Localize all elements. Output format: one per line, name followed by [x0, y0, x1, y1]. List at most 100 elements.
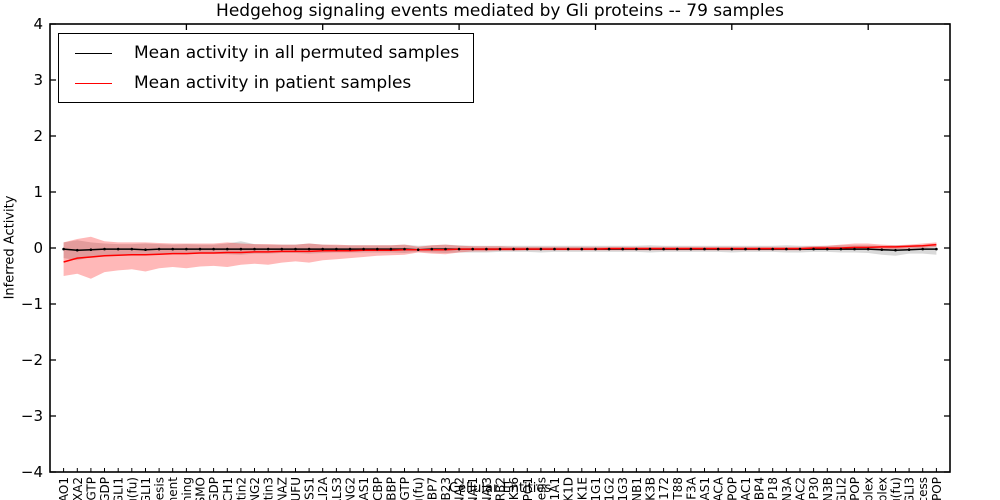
data-point-marker — [921, 247, 924, 251]
x-tick-label: SPOP — [725, 477, 739, 500]
x-tick-label: LGALS3 — [330, 477, 344, 500]
x-tick-label: SIN3/HDAC complex — [875, 477, 889, 500]
data-point-marker — [376, 247, 379, 251]
data-point-marker — [185, 247, 188, 251]
data-point-marker — [239, 247, 243, 251]
data-point-marker — [935, 247, 938, 251]
data-point-marker — [362, 247, 365, 251]
data-point-marker — [648, 247, 652, 251]
x-tick-label: GLI2 — [834, 477, 848, 500]
data-point-marker — [266, 247, 270, 251]
x-tick-label: MIM/GLI2A — [316, 476, 330, 500]
data-point-marker — [416, 248, 420, 251]
data-point-marker — [798, 247, 802, 251]
x-tick-label: RAB23 — [439, 477, 453, 500]
data-point-marker — [716, 247, 720, 251]
data-point-marker — [526, 247, 529, 251]
x-tick-label: SAP18 — [766, 477, 780, 500]
chart-title: Hedgehog signaling events mediated by Gl… — [216, 1, 784, 21]
x-tick-label: mol:GDP — [207, 477, 221, 500]
x-tick-label: RBBP7 — [425, 477, 439, 500]
data-point-marker — [826, 247, 829, 251]
data-point-marker — [812, 247, 815, 251]
x-tick-label: FOXA2 — [71, 477, 85, 500]
x-tick-label: GLI2/SPOP — [848, 477, 862, 500]
data-point-marker — [103, 247, 106, 251]
x-tick-label: embryonic digit morphogenesis — [534, 477, 548, 500]
data-point-marker — [853, 247, 856, 251]
data-point-marker — [321, 247, 325, 251]
data-point-marker — [348, 247, 352, 251]
data-point-marker — [594, 247, 597, 251]
x-tick-label: PRKACA — [712, 476, 726, 500]
legend-label: Mean activity in all permuted samples — [134, 43, 460, 63]
data-point-marker — [880, 248, 884, 251]
x-tick-label: SIN3A — [780, 476, 794, 500]
x-tick-label: SMO/beta Arrestin2 — [234, 477, 248, 500]
y-tick-label: 1 — [33, 183, 43, 201]
x-tick-label: Su(fu)/SIN3/HDAC complex — [862, 477, 876, 500]
x-tick-label: SUFU — [289, 477, 303, 500]
x-tick-label: SIN3B — [821, 477, 835, 500]
data-point-marker — [335, 247, 338, 251]
y-axis-title: Inferred Activity — [2, 195, 18, 300]
x-tick-label: GNB1 — [630, 477, 644, 500]
data-point-marker — [539, 247, 543, 251]
x-tick-label: Gi family/GTP — [84, 477, 98, 500]
data-point-marker — [471, 247, 475, 251]
data-point-marker — [226, 247, 229, 251]
data-point-marker — [676, 247, 679, 251]
x-tick-label: embryonic limb morphogenesis — [153, 477, 167, 500]
x-tick-label: Gi family/GNB1/GNG2/GDP — [98, 477, 112, 500]
legend-label: Mean activity in patient samples — [134, 73, 412, 93]
x-tick-label: STK36 — [507, 477, 521, 500]
data-point-marker — [757, 247, 761, 251]
data-point-marker — [566, 247, 570, 251]
x-tick-label: IFT88 — [671, 477, 685, 500]
x-tick-label: GNB1/GNG2 — [248, 477, 262, 500]
x-tick-label: GNAZ — [275, 477, 289, 500]
x-tick-label: GNAI1 — [466, 477, 480, 500]
data-point-marker — [212, 247, 215, 251]
x-axis-title: Cellular Entities — [448, 481, 552, 496]
x-tick-label: Su(fu)/PIAS1 — [357, 477, 371, 500]
data-point-marker — [607, 247, 611, 251]
data-point-marker — [403, 247, 406, 251]
y-tick-label: −2 — [21, 351, 43, 369]
data-point-marker — [703, 247, 706, 251]
x-tick-label: GLI1 — [139, 477, 153, 500]
data-point-marker — [76, 248, 79, 252]
data-point-marker — [457, 247, 461, 251]
x-tick-label: HDAC2 — [794, 477, 808, 500]
x-tick-label: KIF3A — [684, 476, 698, 500]
x-tick-label: HDAC1 — [739, 477, 753, 500]
legend-entry: Mean activity in patient samples — [75, 73, 459, 93]
data-point-marker — [553, 247, 556, 251]
x-tick-label: RBBP4 — [753, 477, 767, 500]
x-tick-label: IFT172 — [657, 477, 671, 500]
x-tick-label: GLI3/SPOP — [930, 477, 944, 500]
data-point-marker — [485, 247, 488, 251]
data-point-marker — [498, 247, 502, 251]
x-tick-label: mol:GTP — [398, 477, 412, 500]
legend-line-swatch — [75, 82, 112, 84]
x-tick-label: CSNK1G3 — [616, 477, 630, 500]
x-tick-label: GNG2 — [344, 477, 358, 500]
confidence-band — [63, 236, 937, 279]
data-point-marker — [730, 247, 734, 251]
data-point-marker — [280, 247, 284, 251]
x-tick-label: GLI3 — [903, 477, 917, 500]
y-tick-label: 3 — [33, 71, 43, 89]
x-tick-label: neural tube patterning — [180, 477, 194, 500]
data-point-marker — [198, 247, 202, 251]
data-point-marker — [907, 248, 911, 251]
x-tick-label: ARRB2 — [494, 477, 508, 500]
x-tick-label: catabolic process — [916, 477, 930, 500]
data-point-marker — [89, 248, 93, 251]
data-point-marker — [866, 247, 870, 251]
y-tick-label: 4 — [33, 15, 43, 33]
legend-line-swatch — [75, 52, 112, 54]
data-point-marker — [62, 247, 65, 251]
x-tick-label: GLI3A/CBP — [371, 477, 385, 500]
